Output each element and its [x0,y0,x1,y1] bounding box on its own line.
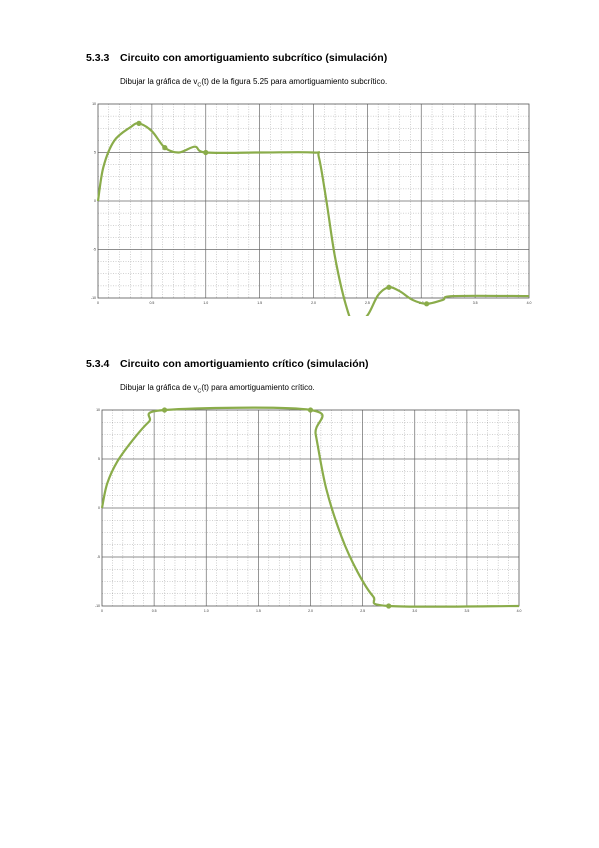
x-tick-label: 3.5 [464,609,469,613]
x-tick-label: 0.5 [149,301,154,305]
y-tick-label: -10 [91,296,96,300]
x-tick-label: 1.0 [203,301,208,305]
data-point [424,301,430,307]
instruction-text: Dibujar la gráfica de vC(t) de la figura… [120,77,387,89]
instruction-subscript: C [197,82,202,89]
x-tick-label: 2.5 [365,301,370,305]
data-point [386,603,392,609]
series-line [100,406,520,608]
y-tick-label: 5 [98,457,100,461]
data-point [136,120,142,126]
data-point [386,284,392,290]
instruction-post: (t) de la figura 5.25 para amortiguamien… [201,77,388,86]
section-heading-subcritical: 5.3.3 Circuito con amortiguamiento subcrí… [86,52,387,64]
x-tick-label: 1.5 [256,609,261,613]
y-tick-label: 0 [94,199,96,203]
data-point [307,407,314,413]
y-tick-label: 0 [98,506,100,510]
data-point [203,149,209,156]
y-tick-label: -10 [95,604,100,608]
x-tick-label: 4.0 [527,301,532,305]
section-number: 5.3.4 [86,358,110,370]
x-tick-label: 3.5 [473,301,478,305]
instruction-pre: Dibujar la gráfica de v [120,383,198,392]
x-tick-label: 4.0 [517,609,522,613]
x-tick-label: 2.0 [308,609,313,613]
x-tick-label: 1.5 [257,301,262,305]
x-tick-label: 2.0 [311,301,316,305]
instruction-pre: Dibujar la gráfica de v [120,77,198,86]
section-title: Circuito con amortiguamiento crítico (si… [120,358,369,370]
section-heading-critical: 5.3.4 Circuito con amortiguamiento crític… [86,358,369,370]
section-number: 5.3.3 [86,52,110,64]
x-tick-label: 0 [101,609,103,613]
instruction-post: (t) para amortiguamiento crítico. [201,383,315,392]
x-tick-label: 2.5 [360,609,365,613]
data-point [162,145,168,151]
y-tick-label: 10 [96,408,100,412]
instruction-text: Dibujar la gráfica de vC(t) para amortig… [120,383,315,395]
y-tick-label: 5 [94,151,96,155]
y-tick-label: -5 [93,248,96,252]
y-tick-label: -5 [97,555,100,559]
x-tick-label: 3.0 [412,609,417,613]
instruction-subscript: C [197,388,202,395]
x-tick-label: 1.0 [204,609,209,613]
x-tick-label: 0 [97,301,99,305]
x-tick-label: 0.5 [152,609,157,613]
y-tick-label: 10 [92,102,96,106]
section-title: Circuito con amortiguamiento subcrítico … [120,52,388,64]
data-point [161,407,168,413]
